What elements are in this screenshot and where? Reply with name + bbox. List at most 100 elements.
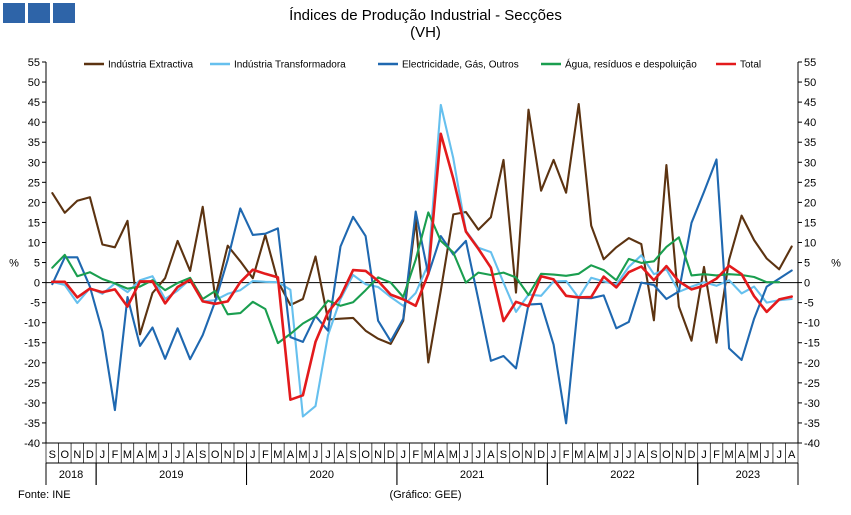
x-month-label: M bbox=[724, 449, 733, 461]
x-month-label: F bbox=[112, 449, 119, 461]
y-tick-label-left: 25 bbox=[28, 177, 40, 189]
y-tick-label-left: -15 bbox=[24, 338, 40, 350]
y-axis-unit-left: % bbox=[9, 258, 19, 270]
x-month-label: N bbox=[374, 449, 382, 461]
x-month-label: J bbox=[325, 449, 331, 461]
x-month-label: D bbox=[86, 449, 94, 461]
y-tick-label-right: -5 bbox=[804, 298, 814, 310]
x-month-label: S bbox=[500, 449, 507, 461]
y-tick-label-right: -35 bbox=[804, 418, 820, 430]
x-month-label: M bbox=[449, 449, 458, 461]
x-year-label: 2021 bbox=[460, 469, 484, 481]
chart-axes: -40 -40 -35 -35 -30 -30 -25 -25 -20 -20 -15 -15 -10 -… bbox=[9, 57, 841, 485]
y-tick-label-left: 5 bbox=[34, 258, 40, 270]
x-year-label: 2018 bbox=[59, 469, 83, 481]
y-tick-label-right: 30 bbox=[804, 157, 816, 169]
y-tick-label-left: 20 bbox=[28, 197, 40, 209]
x-month-label: A bbox=[487, 449, 495, 461]
chart-subtitle: (VH) bbox=[410, 24, 441, 41]
x-month-label: A bbox=[337, 449, 345, 461]
y-tick-label-right: 40 bbox=[804, 117, 816, 129]
y-axis-unit-right: % bbox=[831, 258, 841, 270]
x-year-label: 2023 bbox=[736, 469, 760, 481]
y-tick-label-left: -5 bbox=[30, 298, 40, 310]
source-note: Fonte: INE bbox=[18, 489, 71, 501]
x-month-label: J bbox=[776, 449, 782, 461]
x-month-label: J bbox=[764, 449, 770, 461]
x-year-label: 2022 bbox=[610, 469, 634, 481]
legend-label: Indústria Extractiva bbox=[108, 60, 193, 71]
x-month-label: O bbox=[662, 449, 671, 461]
x-month-label: M bbox=[148, 449, 157, 461]
series-line bbox=[51, 103, 793, 418]
x-month-label: J bbox=[701, 449, 707, 461]
y-tick-label-left: 15 bbox=[28, 217, 40, 229]
x-month-label: M bbox=[424, 449, 433, 461]
x-month-label: M bbox=[298, 449, 307, 461]
x-month-label: D bbox=[387, 449, 395, 461]
y-tick-label-left: 30 bbox=[28, 157, 40, 169]
y-tick-label-left: -20 bbox=[24, 358, 40, 370]
series-line bbox=[50, 132, 794, 402]
x-year-label: 2019 bbox=[159, 469, 183, 481]
x-month-label: O bbox=[361, 449, 370, 461]
y-tick-label-right: -40 bbox=[804, 438, 820, 450]
y-tick-label-left: -10 bbox=[24, 318, 40, 330]
y-tick-label-right: 45 bbox=[804, 97, 816, 109]
y-tick-label-left: -35 bbox=[24, 418, 40, 430]
x-month-label: O bbox=[211, 449, 220, 461]
x-month-label: F bbox=[262, 449, 269, 461]
x-month-label: M bbox=[750, 449, 759, 461]
x-month-label: J bbox=[614, 449, 620, 461]
x-month-label: J bbox=[313, 449, 319, 461]
x-month-label: S bbox=[199, 449, 206, 461]
x-month-label: D bbox=[236, 449, 244, 461]
x-month-label: J bbox=[626, 449, 632, 461]
x-month-label: J bbox=[175, 449, 181, 461]
logo-block bbox=[53, 3, 75, 23]
y-tick-label-left: 50 bbox=[28, 77, 40, 89]
x-month-label: A bbox=[638, 449, 646, 461]
x-month-label: N bbox=[73, 449, 81, 461]
x-month-label: S bbox=[349, 449, 356, 461]
x-month-label: S bbox=[49, 449, 56, 461]
y-tick-label-right: -25 bbox=[804, 378, 820, 390]
y-tick-label-right: 25 bbox=[804, 177, 816, 189]
x-month-label: D bbox=[687, 449, 695, 461]
x-month-label: J bbox=[463, 449, 469, 461]
x-month-label: N bbox=[675, 449, 683, 461]
y-tick-label-left: 0 bbox=[34, 278, 40, 290]
x-month-label: M bbox=[574, 449, 583, 461]
y-tick-label-right: 5 bbox=[804, 258, 810, 270]
y-tick-label-left: -40 bbox=[24, 438, 40, 450]
x-month-label: J bbox=[476, 449, 482, 461]
y-tick-label-right: 0 bbox=[804, 278, 810, 290]
y-tick-label-right: 55 bbox=[804, 57, 816, 69]
x-month-label: A bbox=[588, 449, 596, 461]
x-month-label: M bbox=[123, 449, 132, 461]
x-month-label: F bbox=[563, 449, 570, 461]
x-month-label: F bbox=[412, 449, 419, 461]
legend-label: Total bbox=[740, 60, 761, 71]
x-month-label: J bbox=[100, 449, 106, 461]
y-tick-label-right: -20 bbox=[804, 358, 820, 370]
x-month-label: M bbox=[599, 449, 608, 461]
legend-label: Água, resíduos e despoluição bbox=[565, 58, 697, 71]
x-month-label: A bbox=[287, 449, 295, 461]
y-tick-label-right: -15 bbox=[804, 338, 820, 350]
x-month-label: J bbox=[400, 449, 406, 461]
legend-label: Indústria Transformadora bbox=[234, 60, 346, 71]
y-tick-label-right: 20 bbox=[804, 197, 816, 209]
x-month-label: O bbox=[61, 449, 70, 461]
y-tick-label-left: -25 bbox=[24, 378, 40, 390]
legend-label: Electricidade, Gás, Outros bbox=[402, 60, 519, 71]
chart-series bbox=[50, 103, 794, 425]
y-tick-label-right: 50 bbox=[804, 77, 816, 89]
y-tick-label-left: 55 bbox=[28, 57, 40, 69]
y-tick-label-left: -30 bbox=[24, 398, 40, 410]
credit-note: (Gráfico: GEE) bbox=[389, 489, 462, 501]
x-month-label: S bbox=[650, 449, 657, 461]
x-month-label: O bbox=[512, 449, 521, 461]
logo-block bbox=[28, 3, 50, 23]
